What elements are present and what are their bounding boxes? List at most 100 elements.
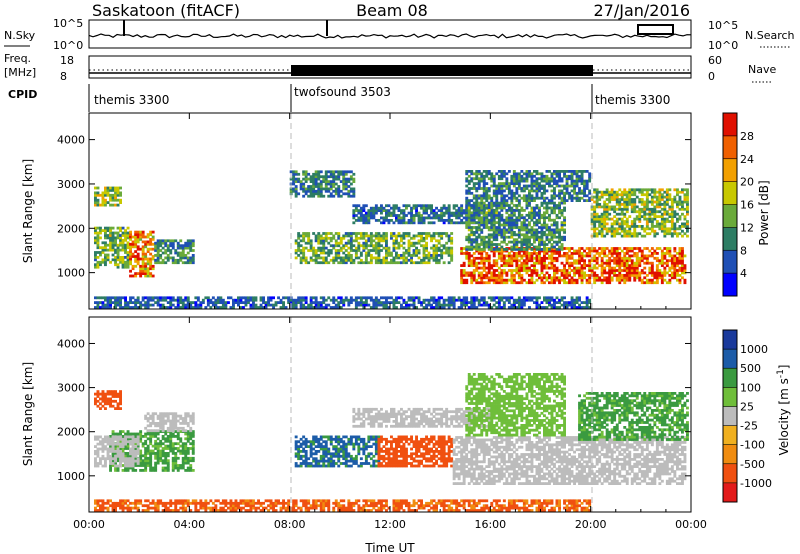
data-cell <box>665 227 669 231</box>
data-cell <box>304 232 308 235</box>
data-cell <box>558 281 561 285</box>
data-cell <box>618 264 622 267</box>
data-cell <box>440 306 444 309</box>
data-cell <box>553 259 556 263</box>
data-cell <box>598 264 602 267</box>
data-cell <box>417 256 421 260</box>
data-cell <box>465 226 469 229</box>
data-cell <box>294 170 298 174</box>
data-cell <box>510 233 514 237</box>
data-cell <box>314 303 318 307</box>
data-cell <box>525 243 529 246</box>
data-cell <box>640 256 644 260</box>
data-cell <box>109 260 112 264</box>
data-cell <box>279 298 283 302</box>
data-cell <box>314 249 318 252</box>
data-cell <box>530 269 534 272</box>
data-cell <box>317 246 321 250</box>
data-cell <box>362 306 366 309</box>
data-cell <box>425 298 428 302</box>
data-cell <box>314 175 318 179</box>
data-cell <box>681 254 684 258</box>
data-cell <box>302 189 306 193</box>
data-cell <box>196 296 200 300</box>
data-cell <box>470 226 474 229</box>
data-cell <box>535 296 539 300</box>
data-cell <box>344 172 348 176</box>
data-cell <box>116 226 120 230</box>
data-cell <box>467 233 471 237</box>
data-cell <box>615 227 619 231</box>
data-cell <box>538 206 541 210</box>
data-cell <box>480 238 484 242</box>
data-cell <box>678 254 682 258</box>
data-cell <box>357 241 361 245</box>
data-cell <box>660 193 664 197</box>
data-cell <box>377 239 381 243</box>
data-cell <box>174 261 178 265</box>
data-cell <box>603 215 607 218</box>
data-cell <box>628 200 632 204</box>
data-cell <box>417 214 421 217</box>
data-cell <box>139 303 143 307</box>
data-cell <box>487 218 491 222</box>
data-cell <box>681 225 684 228</box>
data-cell <box>440 214 444 217</box>
data-cell <box>447 234 451 238</box>
data-cell <box>307 234 311 238</box>
data-cell <box>337 241 341 245</box>
data-cell <box>410 209 413 212</box>
data-cell <box>400 256 403 260</box>
data-cell <box>500 216 504 220</box>
data-cell <box>665 190 669 194</box>
data-cell <box>505 182 509 185</box>
data-cell <box>437 261 441 265</box>
data-cell <box>500 206 504 210</box>
data-cell <box>648 266 652 270</box>
data-cell <box>482 226 486 229</box>
data-cell <box>339 180 343 183</box>
data-cell <box>440 234 444 238</box>
data-cell <box>603 261 607 265</box>
data-cell <box>495 243 499 246</box>
data-cell <box>500 278 504 282</box>
data-cell <box>181 246 185 250</box>
data-cell <box>638 247 642 250</box>
data-cell <box>106 303 110 307</box>
data-cell <box>472 264 476 267</box>
data-cell <box>560 303 564 307</box>
data-cell <box>314 182 318 186</box>
data-cell <box>364 214 368 217</box>
data-cell <box>683 195 687 199</box>
data-cell <box>615 252 619 255</box>
data-cell <box>613 222 617 226</box>
data-cell <box>480 201 484 205</box>
data-cell <box>663 212 667 216</box>
data-cell <box>510 221 514 224</box>
data-cell <box>512 209 516 212</box>
data-cell <box>377 232 381 235</box>
data-cell <box>380 221 383 225</box>
data-cell <box>625 225 629 228</box>
data-cell <box>395 204 398 208</box>
data-cell <box>470 271 474 275</box>
data-cell <box>410 206 413 210</box>
data-cell <box>164 251 168 255</box>
data-cell <box>94 201 97 204</box>
data-cell <box>515 196 519 200</box>
data-cell <box>548 261 551 265</box>
data-cell <box>126 231 130 235</box>
data-cell <box>477 228 481 232</box>
data-cell <box>101 397 105 401</box>
data-cell <box>492 278 496 282</box>
data-cell <box>352 192 356 196</box>
data-cell <box>357 219 361 222</box>
data-cell <box>548 201 551 205</box>
data-cell <box>109 226 112 230</box>
data-cell <box>502 254 506 258</box>
data-cell <box>319 296 323 300</box>
data-cell <box>304 170 308 174</box>
data-cell <box>533 235 536 239</box>
data-cell <box>124 246 127 250</box>
data-cell <box>585 184 589 188</box>
